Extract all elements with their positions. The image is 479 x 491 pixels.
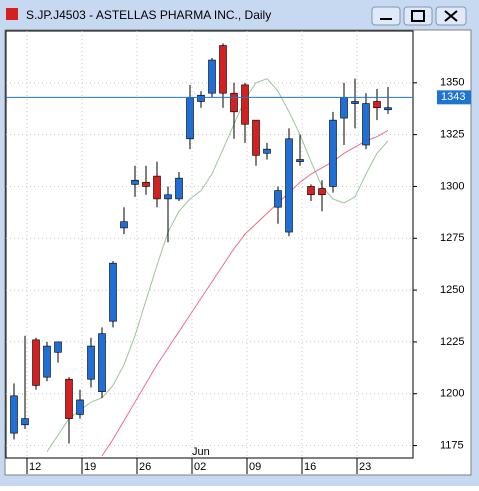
candle-body: [329, 119, 337, 187]
candle-body: [131, 179, 139, 185]
window-buttons[interactable]: [371, 6, 467, 26]
minimize-button[interactable]: [371, 6, 401, 26]
y-tick-label: 1225: [440, 336, 464, 348]
candle-body: [21, 418, 29, 426]
current-price-box: [437, 90, 471, 105]
y-tick-label: 1350: [440, 77, 464, 89]
candle-body: [76, 399, 84, 415]
candle-body: [219, 45, 227, 94]
month-label: Jun: [192, 446, 210, 458]
x-tick-label: 23: [359, 461, 371, 473]
moving-average: [101, 130, 389, 457]
candle-body: [362, 103, 370, 146]
candle-body: [351, 101, 359, 104]
moving-average: [46, 78, 389, 453]
maximize-button[interactable]: [403, 6, 433, 26]
candle-body: [230, 92, 238, 113]
candle-body: [296, 159, 304, 162]
candle-body: [98, 333, 106, 392]
window-title: S.JP.J4503 - ASTELLAS PHARMA INC., Daily: [26, 8, 271, 22]
candle-body: [384, 107, 392, 111]
x-tick-label: 09: [249, 461, 261, 473]
maximize-icon: [411, 10, 425, 22]
candle-body: [263, 148, 271, 154]
candle-body: [153, 175, 161, 200]
candle-body: [87, 345, 95, 380]
x-tick-label: 16: [304, 461, 316, 473]
candle-body: [252, 119, 260, 156]
candle-body: [175, 177, 183, 200]
y-tick-label: 1250: [440, 284, 464, 296]
x-tick-label: 02: [194, 461, 206, 473]
x-tick-label: 19: [84, 461, 96, 473]
candle-body: [274, 190, 282, 208]
y-tick-label: 1300: [440, 180, 464, 192]
candle-body: [373, 101, 381, 108]
candle-body: [120, 221, 128, 229]
candle-body: [43, 345, 51, 378]
candle-body: [32, 339, 40, 386]
candle-body: [10, 395, 18, 434]
y-tick-label: 1325: [440, 129, 464, 141]
current-price-label: 1343: [441, 91, 465, 103]
candle-body: [142, 182, 150, 187]
y-tick-label: 1175: [440, 439, 464, 451]
x-tick-label: 26: [139, 461, 151, 473]
candle-body: [65, 378, 73, 419]
candle-body: [318, 188, 326, 196]
x-tick-label: 12: [29, 461, 41, 473]
candle-body: [241, 84, 249, 125]
window-icon: [6, 8, 18, 20]
close-icon: [444, 10, 458, 22]
candle-body: [164, 194, 172, 200]
candle-body: [208, 59, 216, 94]
candle-body: [307, 186, 315, 196]
candle-body: [285, 138, 293, 233]
candle-body: [54, 341, 62, 353]
candle-body: [340, 97, 348, 119]
y-tick-label: 1200: [440, 388, 464, 400]
y-tick-label: 1275: [440, 232, 464, 244]
candle-body: [197, 94, 205, 102]
candle-body: [109, 262, 117, 322]
candle-body: [186, 97, 194, 140]
